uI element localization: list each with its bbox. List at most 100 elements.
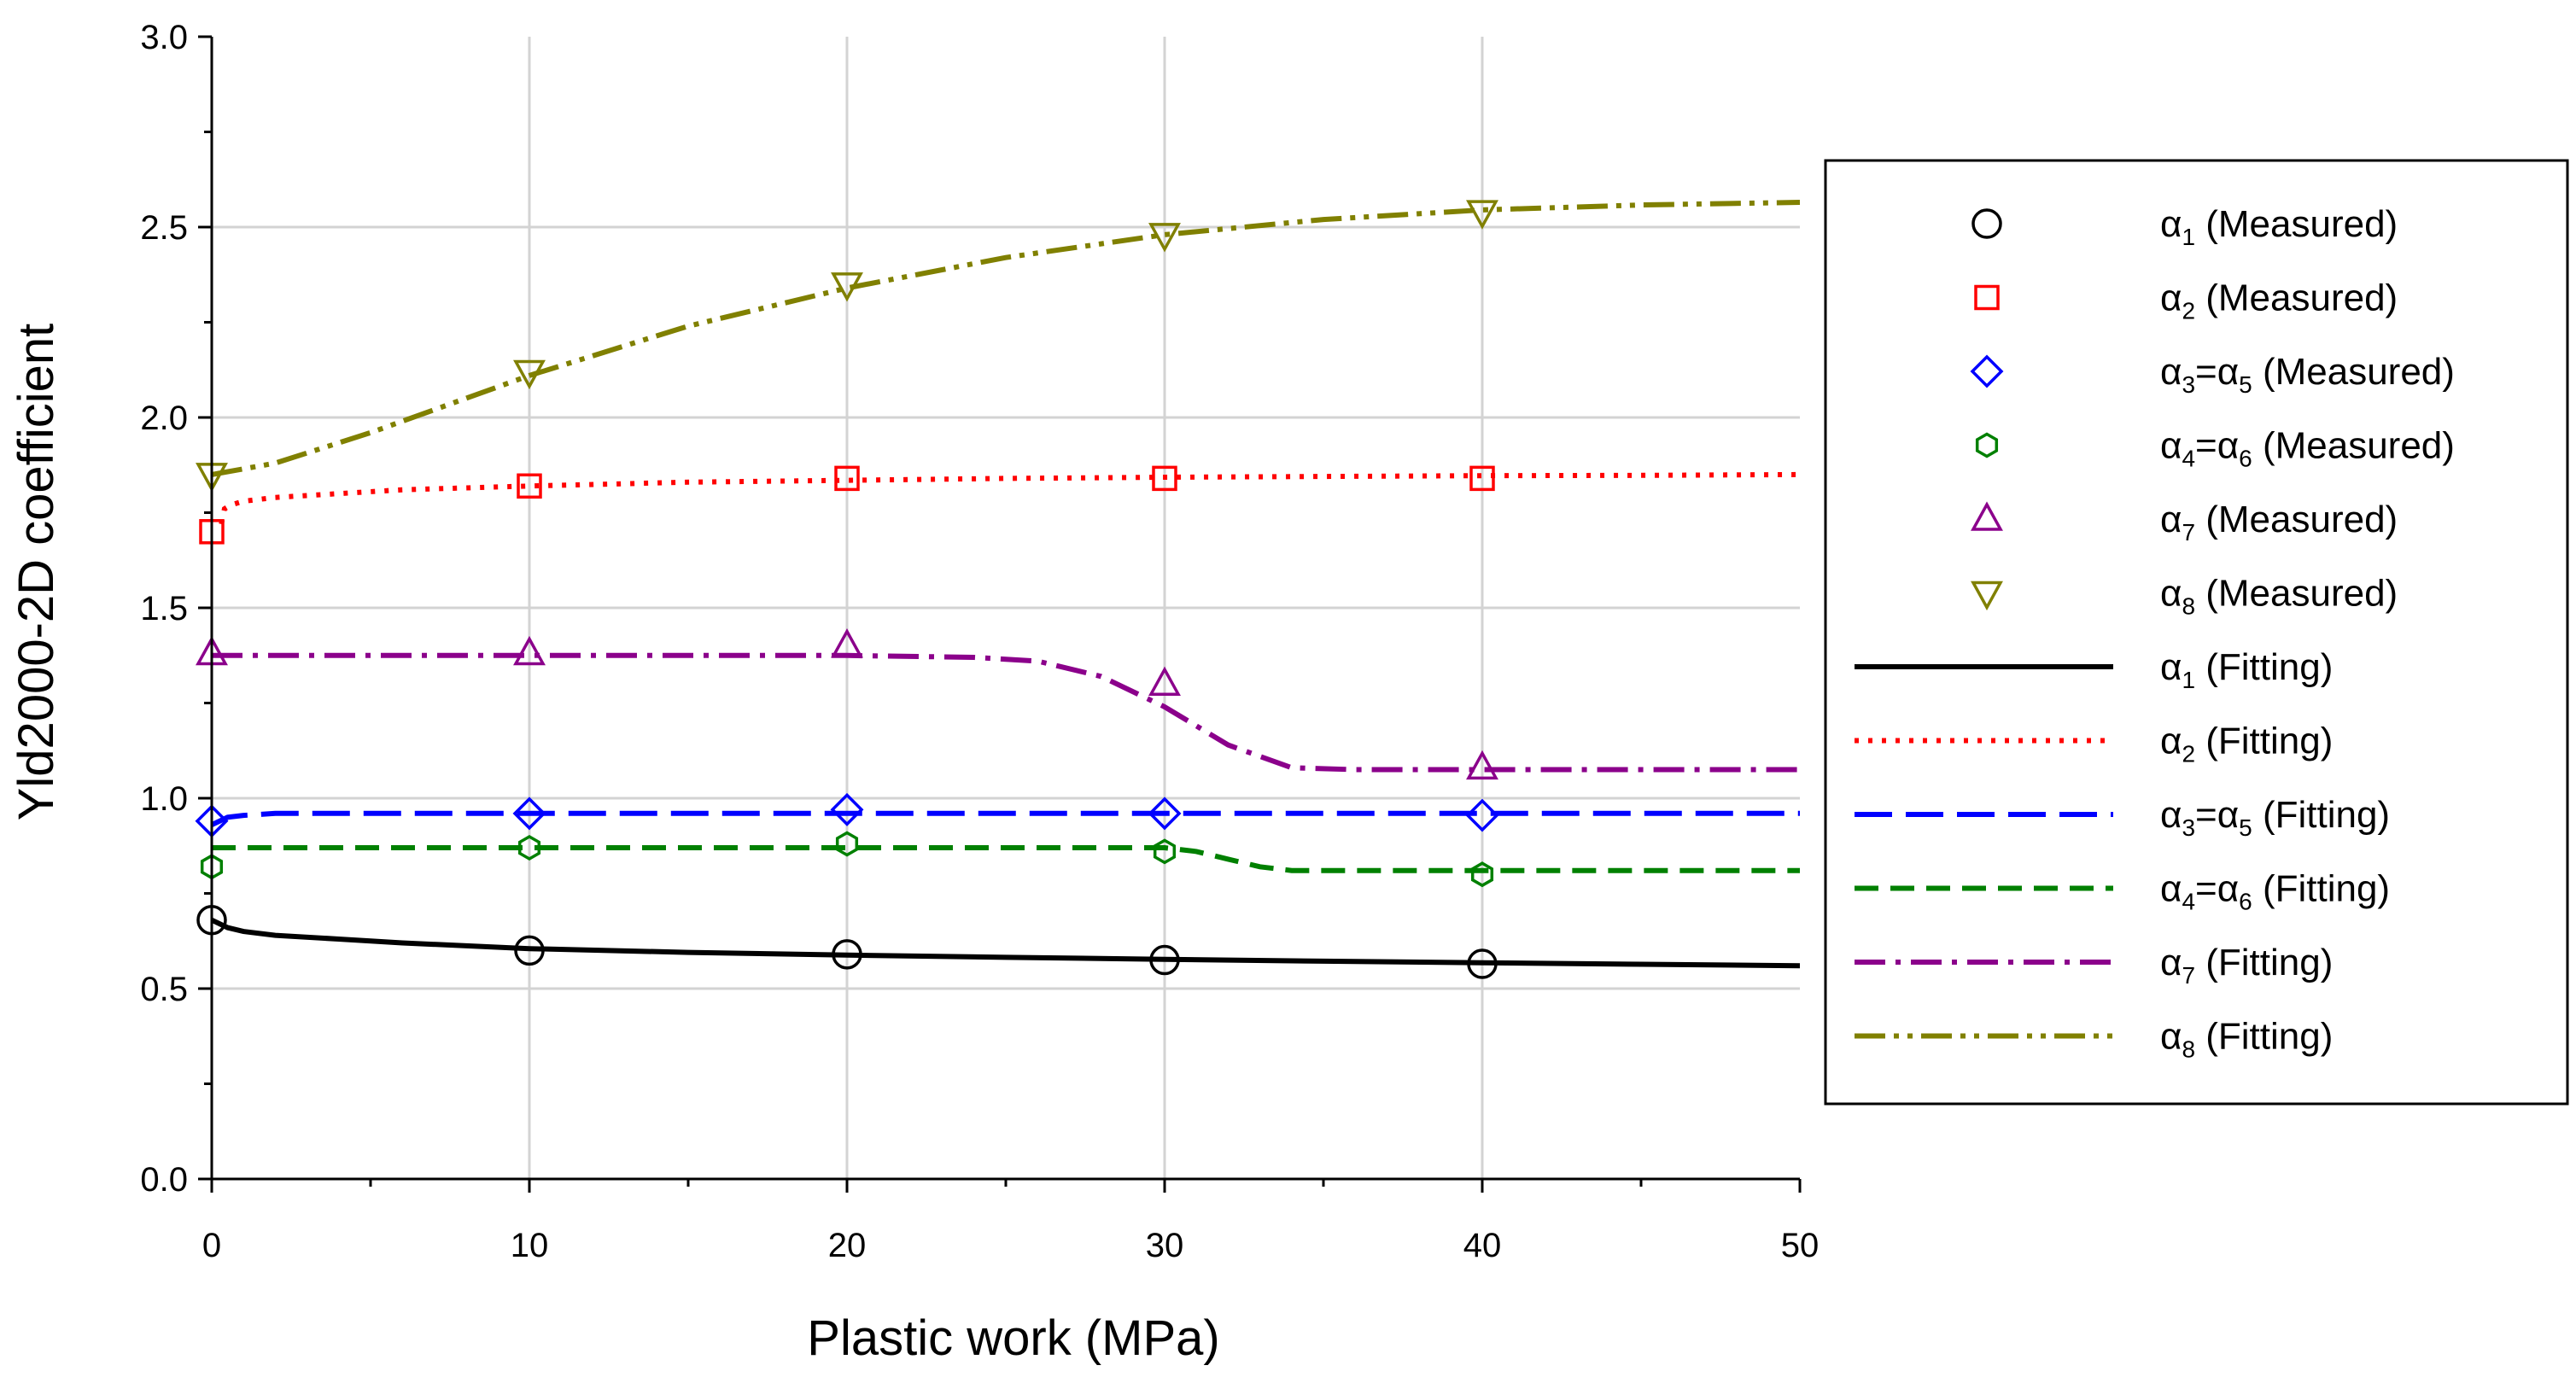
legend-marker-m1: [1971, 208, 2002, 239]
measured-point-m3: [1465, 798, 1499, 832]
measured-point-m8: [1466, 200, 1498, 230]
legend-label-f3: α3=α5 (Fitting): [2160, 794, 2390, 841]
legend-text-part: (Fitting): [2195, 1016, 2333, 1058]
legend-subscript: 2: [2182, 741, 2195, 767]
x-tick-label: 20: [828, 1227, 867, 1264]
legend-text-part: (Measured): [2195, 277, 2398, 319]
y-axis-title: Yld2000-2D coefficient: [9, 324, 64, 821]
measured-point-m3: [512, 797, 546, 831]
legend-text-part: α: [2160, 203, 2182, 245]
x-tick-label: 40: [1463, 1227, 1502, 1264]
legend-text-part: α: [2160, 425, 2182, 467]
measured-point-m1: [514, 935, 545, 966]
legend-subscript: 2: [2182, 298, 2195, 324]
legend-marker-m2: [1974, 284, 2000, 311]
legend-text-part: α: [2160, 277, 2182, 319]
x-tick-label: 30: [1146, 1227, 1184, 1264]
fitting-line-f3: [210, 810, 1800, 827]
legend-text-part: α: [2160, 721, 2182, 762]
legend-text-part: (Measured): [2252, 351, 2455, 393]
legend-label-f7: α7 (Fitting): [2160, 942, 2333, 989]
legend-text-part: (Fitting): [2252, 868, 2390, 910]
measured-point-m4: [517, 834, 541, 861]
legend-subscript: 1: [2182, 224, 2195, 250]
legend-subscript: 4: [2182, 446, 2195, 472]
legend-label-m8: α8 (Measured): [2160, 573, 2398, 620]
legend-label-m7: α7 (Measured): [2160, 499, 2398, 546]
x-tick-label: 50: [1781, 1227, 1820, 1264]
legend-label-f2: α2 (Fitting): [2160, 721, 2333, 767]
measured-point-m8: [831, 272, 863, 302]
measured-point-m4: [1153, 838, 1177, 865]
legend-subscript: 7: [2182, 962, 2195, 989]
legend-marker-m8: [1971, 581, 2003, 611]
legend-subscript: 5: [2239, 371, 2252, 398]
measured-point-m2: [834, 465, 860, 492]
measured-point-m7: [831, 627, 863, 658]
x-tick-label: 10: [511, 1227, 549, 1264]
legend-text-part: =α: [2195, 425, 2239, 467]
legend-text-part: =α: [2195, 351, 2239, 393]
legend-text-part: α: [2160, 942, 2182, 983]
legend-subscript: 4: [2182, 889, 2195, 915]
measured-point-m4: [1470, 861, 1494, 888]
legend-text-part: (Measured): [2195, 499, 2398, 540]
measured-point-m2: [1469, 465, 1495, 492]
x-axis-title: Plastic work (MPa): [807, 1310, 1219, 1366]
measured-point-m3: [1148, 797, 1182, 831]
legend-label-m1: α1 (Measured): [2160, 203, 2398, 250]
measured-point-m3: [830, 792, 864, 826]
legend-label-m3: α3=α5 (Measured): [2160, 351, 2455, 398]
fitting-line-f4: [212, 845, 1800, 873]
measured-point-m7: [1466, 750, 1498, 780]
legend-subscript: 7: [2182, 519, 2195, 546]
legend-text-part: =α: [2195, 794, 2239, 836]
legend-label-f4: α4=α6 (Fitting): [2160, 868, 2390, 915]
legend-subscript: 8: [2182, 1036, 2195, 1063]
measured-point-m1: [832, 939, 862, 970]
legend-text-part: α: [2160, 794, 2182, 836]
legend-subscript: 3: [2182, 371, 2195, 398]
y-tick-label: 1.0: [140, 780, 188, 818]
legend-label-f8: α8 (Fitting): [2160, 1016, 2333, 1063]
measured-point-m8: [1148, 223, 1181, 253]
fitting-line-f7: [212, 652, 1800, 773]
legend-text-part: (Measured): [2195, 203, 2398, 245]
legend-text-part: α: [2160, 499, 2182, 540]
fitting-line-f1: [210, 917, 1801, 969]
legend-text-part: α: [2160, 868, 2182, 910]
series-layer: [195, 200, 1801, 979]
legend-subscript: 6: [2239, 446, 2252, 472]
measured-point-m1: [1149, 944, 1180, 976]
legend-subscript: 3: [2182, 814, 2195, 841]
measured-point-m7: [513, 635, 546, 666]
legend-text-part: (Fitting): [2195, 646, 2333, 688]
legend-text-part: (Fitting): [2195, 721, 2333, 762]
y-tick-label: 0.0: [140, 1161, 188, 1199]
y-tick-label: 0.5: [140, 971, 188, 1008]
legend-text-part: α: [2160, 646, 2182, 688]
fitting-line-f8: [211, 200, 1801, 477]
legend-subscript: 1: [2182, 667, 2195, 693]
axes: 0 10 20 30 40 50 0.0 0.5 1.0 1.5 2.0 2.5 3.0: [140, 19, 1819, 1264]
legend-text-part: (Fitting): [2252, 794, 2390, 836]
legend-box: [1824, 159, 2569, 1106]
legend-label-m4: α4=α6 (Measured): [2160, 425, 2455, 472]
y-tick-label: 2.5: [140, 209, 188, 247]
legend-text-part: α: [2160, 573, 2182, 615]
x-tick-label: 0: [202, 1227, 221, 1264]
legend-text-part: α: [2160, 1016, 2182, 1058]
legend-label-m2: α2 (Measured): [2160, 277, 2398, 324]
fitting-line-f2: [219, 471, 1801, 525]
legend-subscript: 6: [2239, 889, 2252, 915]
legend-text-part: α: [2160, 351, 2182, 393]
legend-label-f1: α1 (Fitting): [2160, 646, 2333, 693]
legend-text-part: (Measured): [2195, 573, 2398, 615]
legend: α1 (Measured)α2 (Measured)α3=α5 (Measure…: [1824, 159, 2569, 1106]
measured-point-m7: [1148, 666, 1181, 696]
y-tick-label: 2.0: [140, 400, 188, 437]
measured-point-m1: [1467, 948, 1498, 979]
legend-text-part: (Fitting): [2195, 942, 2333, 983]
legend-text-part: =α: [2195, 868, 2239, 910]
